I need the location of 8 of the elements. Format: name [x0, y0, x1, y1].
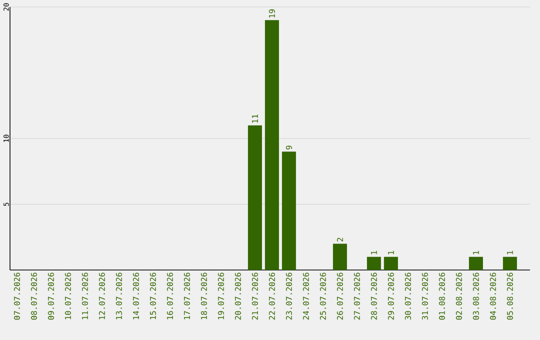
- bar: [248, 125, 262, 270]
- bar: [468, 256, 483, 270]
- bar: [502, 256, 517, 270]
- bar: [282, 152, 296, 270]
- bar: [366, 256, 381, 270]
- bar: [332, 244, 347, 270]
- bar: [384, 256, 398, 270]
- bar: [264, 20, 279, 270]
